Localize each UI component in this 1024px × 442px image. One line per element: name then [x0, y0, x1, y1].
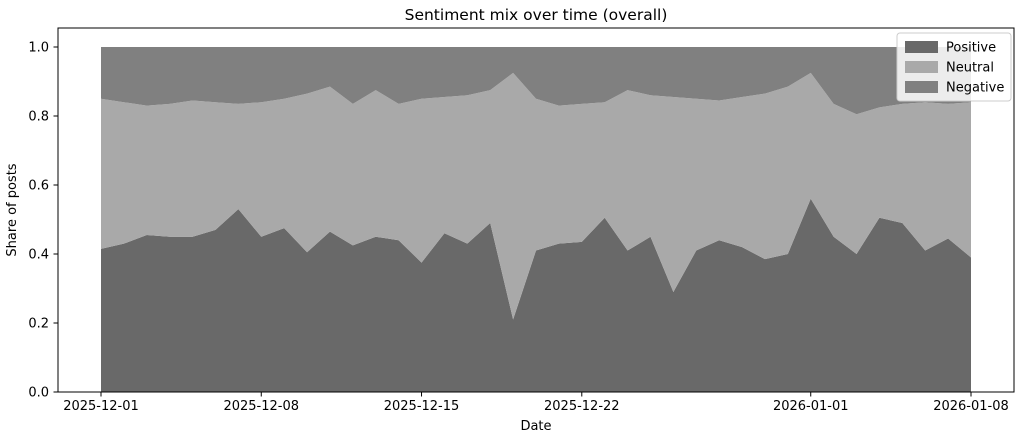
- legend-label-neutral: Neutral: [946, 61, 994, 76]
- legend: Positive Neutral Negative: [896, 32, 1012, 102]
- area-neutral: [101, 72, 971, 320]
- plot-frame: [57, 27, 1015, 393]
- area-positive: [101, 198, 971, 392]
- y-tick-label: 0.0: [28, 386, 49, 401]
- y-tick-label: 0.4: [28, 248, 49, 263]
- x-tick-label: 2025-12-01: [63, 399, 139, 414]
- y-tick-label: 0.2: [28, 317, 49, 332]
- legend-swatch-negative: [905, 81, 938, 93]
- chart-areas: [101, 47, 971, 392]
- y-axis-ticks: 0.0 0.2 0.4 0.6 0.8 1.0: [28, 41, 58, 401]
- y-axis-label: Share of posts: [5, 163, 20, 256]
- legend-swatch-positive: [905, 41, 938, 53]
- x-axis-ticks: 2025-12-01 2025-12-08 2025-12-15 2025-12-22…: [63, 392, 1009, 414]
- area-negative: [101, 47, 971, 115]
- x-tick-label: 2026-01-01: [773, 399, 849, 414]
- y-tick-label: 0.6: [28, 179, 49, 194]
- x-tick-label: 2025-12-22: [544, 399, 620, 414]
- x-tick-label: 2025-12-15: [384, 399, 460, 414]
- chart-title: Sentiment mix over time (overall): [405, 6, 668, 24]
- x-tick-label: 2026-01-08: [933, 399, 1009, 414]
- y-tick-label: 0.8: [28, 110, 49, 125]
- legend-label-negative: Negative: [946, 81, 1004, 96]
- y-tick-label: 1.0: [28, 41, 49, 56]
- legend-label-positive: Positive: [946, 41, 996, 56]
- x-tick-label: 2025-12-08: [223, 399, 299, 414]
- x-axis-label: Date: [520, 419, 551, 434]
- legend-swatch-neutral: [905, 61, 938, 73]
